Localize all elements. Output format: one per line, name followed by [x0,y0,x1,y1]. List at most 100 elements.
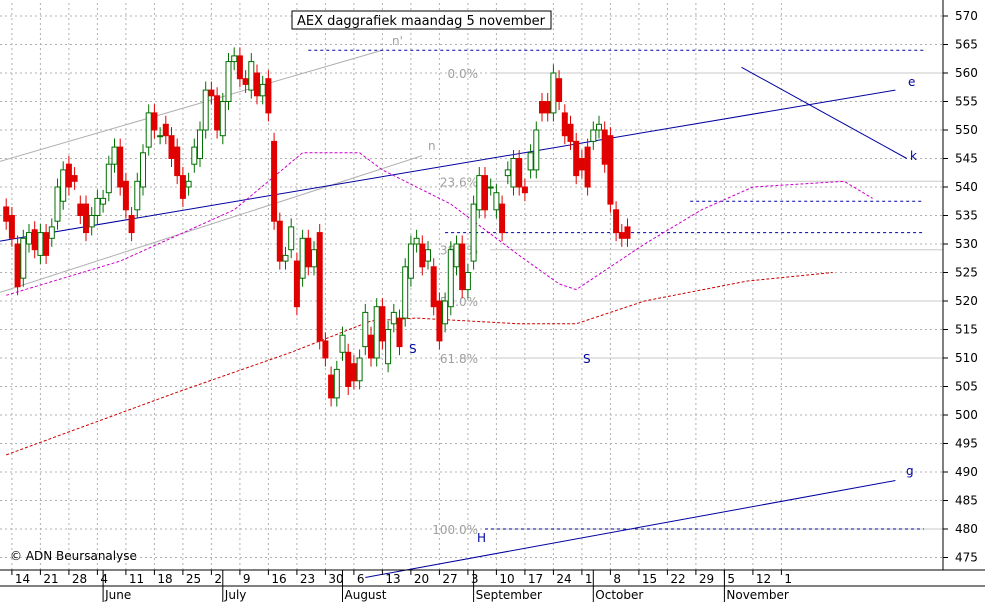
lower-channel-line [0,155,423,293]
candle-body [419,243,426,268]
candle-body [379,306,386,342]
candle-body [584,146,591,188]
candle-body [578,158,585,171]
candle-body [276,220,283,262]
candle-body [242,78,249,85]
candle-body [567,123,574,142]
candle-body [311,249,317,268]
x-tick-label: 28 [72,572,87,586]
trend-lines [0,49,924,578]
candle-body [328,374,335,399]
x-tick-label: 13 [385,572,400,586]
x-tick-label: 29 [699,572,714,586]
candle-body [362,311,369,348]
chart-title: AEX daggrafiek maandag 5 november [297,14,546,29]
candle-body [271,140,278,222]
candle-body [191,146,198,165]
candle-body [26,232,32,245]
candle-body [396,317,403,348]
candle-body [71,175,78,182]
candle-body [225,61,232,102]
candle-body [333,368,340,399]
moving-average-long [6,272,833,456]
candle-body [83,203,89,234]
candle-body [185,180,192,188]
candle-body [482,175,488,211]
candle-body [556,78,563,102]
x-tick-label: 2 [214,572,222,586]
candle-body [208,89,215,97]
trend-line-g [365,480,896,578]
candle-body [618,232,625,239]
chart-annotation: H [477,531,486,545]
candle-body [128,215,135,234]
candle-body [350,363,357,382]
x-tick-label: 5 [727,572,735,586]
x-tick-label: 11 [129,572,144,586]
candle-body [373,306,380,359]
candle-body [145,112,152,148]
y-tick-label: 520 [955,294,978,308]
y-tick-label: 560 [955,66,978,80]
candle-body [94,197,101,216]
candle-body [88,215,95,228]
candle-body [601,129,608,165]
candle-body [442,300,449,325]
fib-level-label: 61.8% [440,352,478,366]
candle-body [356,357,363,382]
x-tick-label: 27 [442,572,457,586]
fib-level-label: 0.0% [448,67,479,81]
candle-body [390,311,397,325]
x-tick-label: 21 [43,572,58,586]
candle-body [305,237,312,268]
candle-body [561,112,568,137]
x-tick-label: 10 [499,572,514,586]
fib-level-label: 23.6% [440,175,478,189]
candle-body [282,254,289,262]
candle-body [134,180,141,211]
candle-body [111,146,118,165]
candle-body [197,129,203,159]
chart-annotation: S [583,352,591,366]
month-label: June [104,588,131,602]
candle-body [168,135,175,159]
candle-body [299,237,306,279]
candle-body [162,123,169,137]
y-tick-label: 495 [955,437,978,451]
candle-body [385,329,392,365]
candle-body [151,112,158,131]
candle-body [259,83,266,97]
candle-body [293,260,300,308]
y-tick-label: 540 [955,180,978,194]
y-tick-label: 545 [955,152,978,166]
chart-annotation: n' [392,34,403,48]
candle-body [413,237,420,245]
candle-body [368,334,374,359]
x-tick-label: 20 [414,572,429,586]
x-tick-label: 6 [357,572,365,586]
candle-body [527,152,534,171]
x-tick-label: 22 [670,572,685,586]
candle-body [345,351,352,387]
candle-body [521,186,528,194]
candle-body [65,163,72,188]
candle-body [425,249,431,262]
candle-body [37,232,44,256]
candle-body [430,266,437,308]
month-label: October [595,588,643,602]
x-tick-label: 23 [300,572,315,586]
candle-body [476,175,483,211]
x-tick-label: 12 [756,572,771,586]
candle-body [510,158,517,188]
candle-body [550,72,557,114]
x-tick-label: 4 [100,572,108,586]
candle-body [54,186,61,222]
candle-body [339,334,346,353]
x-tick-label: 8 [613,572,621,586]
candle-body [231,55,238,63]
moving-average-short [6,152,873,296]
candle-body [613,209,620,234]
x-tick-label: 25 [186,572,201,586]
